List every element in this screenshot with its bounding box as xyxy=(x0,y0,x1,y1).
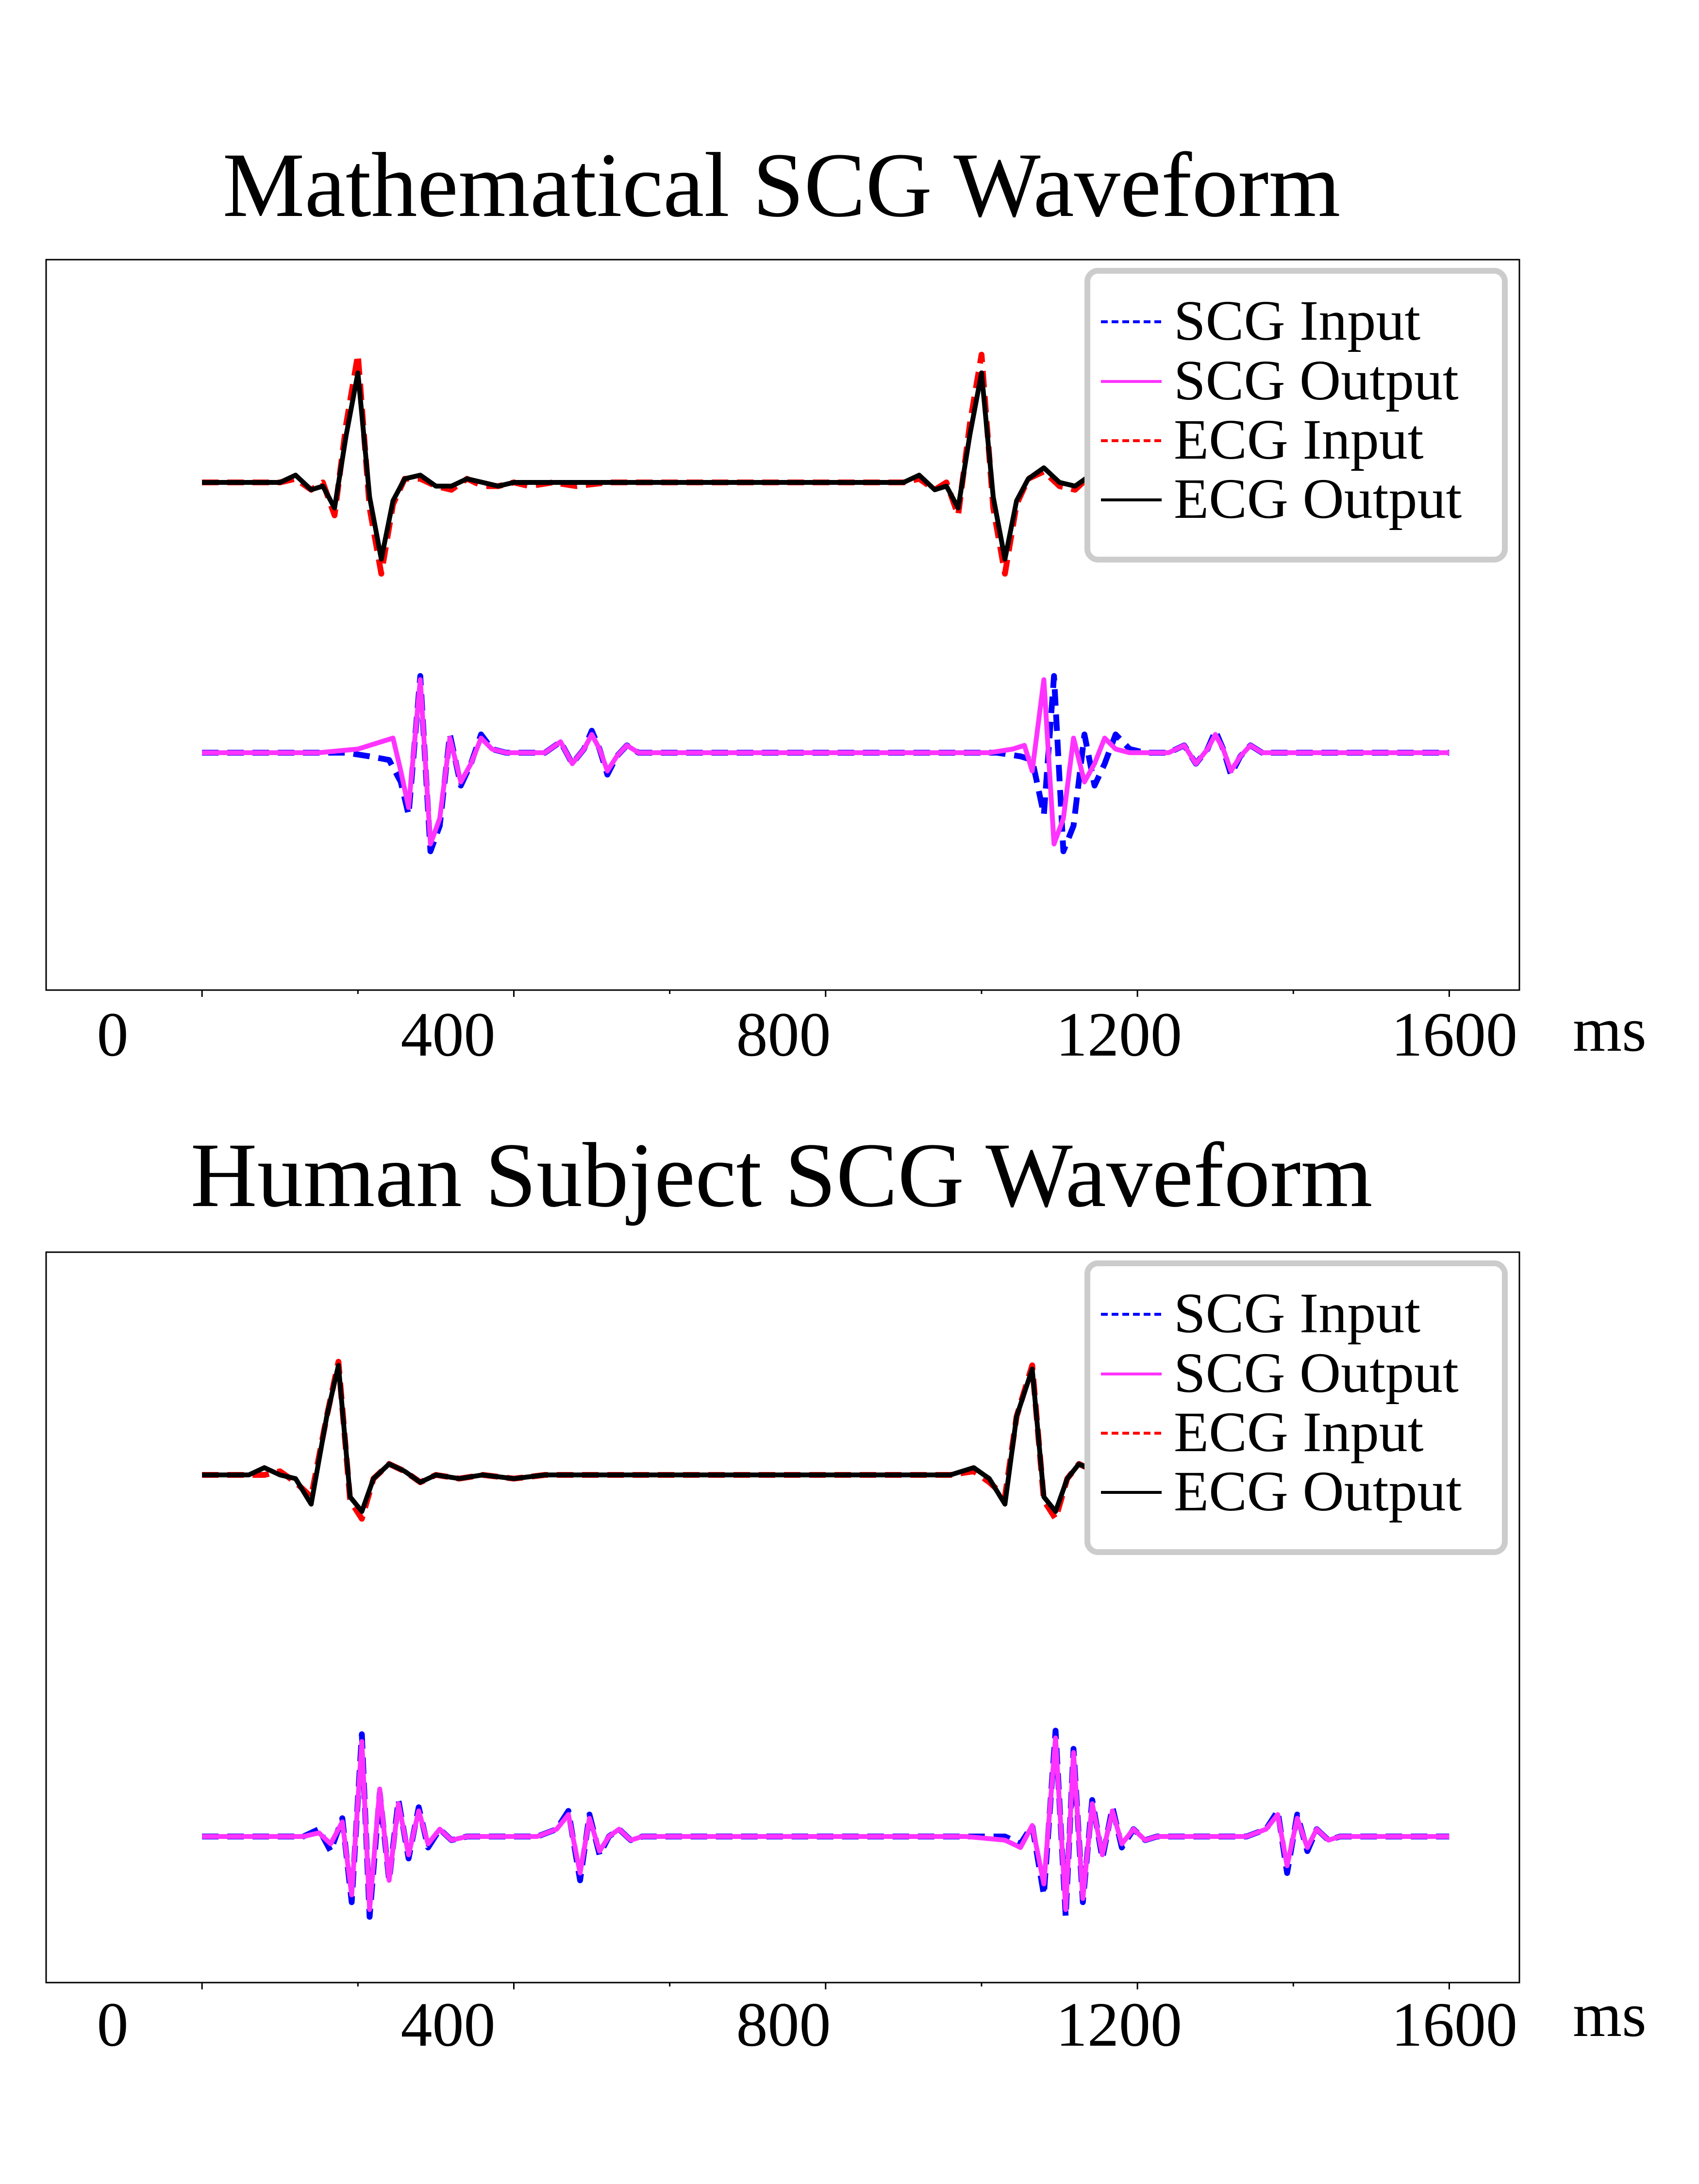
x-axis-ticks: 0 400 800 1200 1600 xyxy=(97,990,1517,1070)
x-tick-label-400: 400 xyxy=(401,1000,496,1070)
legend-label-scg-output: SCG Output xyxy=(1174,348,1459,412)
legend-box xyxy=(1084,268,1508,563)
x-axis-ticks: 0 400 800 1200 1600 xyxy=(97,1983,1517,2060)
legend-box xyxy=(1084,1260,1508,1555)
series-line-scg-input xyxy=(202,1727,1449,1920)
legend-label-ecg-output: ECG Output xyxy=(1174,467,1462,530)
x-tick-label-800: 800 xyxy=(736,1990,831,2060)
legend-label-ecg-input: ECG Input xyxy=(1174,1400,1424,1464)
x-tick-label-1600: 1600 xyxy=(1391,1000,1517,1070)
legend-label-scg-input: SCG Input xyxy=(1174,289,1420,352)
x-tick-label-1200: 1200 xyxy=(1056,1000,1182,1070)
legend: SCG Input SCG Output ECG Input ECG Outpu… xyxy=(1084,268,1508,563)
legend: SCG Input SCG Output ECG Input ECG Outpu… xyxy=(1084,1260,1508,1555)
legend-label-scg-output: SCG Output xyxy=(1174,1341,1459,1405)
chart-mathematical: Mathematical SCG Waveform 0 400 800 1200… xyxy=(45,134,1647,1070)
x-tick-label-0: 0 xyxy=(97,1990,129,2060)
x-axis-label: ms xyxy=(1573,1980,1647,2050)
chart-human-subject: Human Subject SCG Waveform 0 400 800 120… xyxy=(45,1125,1647,2060)
plot-frame xyxy=(45,1251,1520,1984)
series-line-scg-output xyxy=(202,1735,1449,1912)
x-axis-label: ms xyxy=(1573,995,1647,1065)
plot-frame xyxy=(45,259,1520,991)
x-tick-label-0: 0 xyxy=(97,1000,129,1070)
series-line-scg-input xyxy=(202,673,1449,854)
series-line-scg-output xyxy=(202,677,1449,846)
x-tick-label-1200: 1200 xyxy=(1056,1990,1182,2060)
x-tick-label-800: 800 xyxy=(736,1000,831,1070)
legend-label-scg-input: SCG Input xyxy=(1174,1281,1420,1345)
x-tick-label-1600: 1600 xyxy=(1391,1990,1517,2060)
chart-title: Mathematical SCG Waveform xyxy=(223,134,1341,236)
legend-label-ecg-output: ECG Output xyxy=(1174,1459,1462,1523)
chart-title: Human Subject SCG Waveform xyxy=(190,1125,1372,1226)
x-tick-label-400: 400 xyxy=(401,1990,496,2060)
legend-label-ecg-input: ECG Input xyxy=(1174,408,1424,471)
